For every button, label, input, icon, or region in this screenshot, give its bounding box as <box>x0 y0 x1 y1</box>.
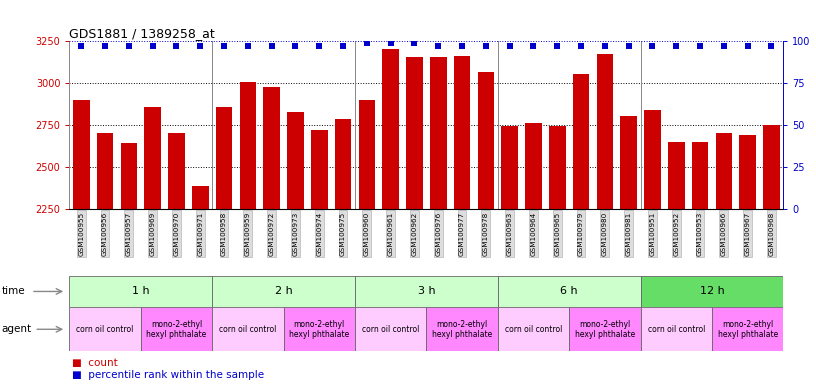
Bar <box>739 135 756 209</box>
Bar <box>69 276 212 307</box>
Bar <box>97 133 113 209</box>
Point <box>122 43 135 50</box>
Bar <box>168 133 184 209</box>
Bar <box>763 125 780 209</box>
Bar <box>692 142 708 209</box>
Text: ■  count: ■ count <box>72 358 118 368</box>
Bar <box>311 130 327 209</box>
Bar <box>406 57 423 209</box>
Bar <box>454 56 470 209</box>
Text: agent: agent <box>2 324 32 334</box>
Bar <box>430 57 446 209</box>
Point <box>313 43 326 50</box>
Bar <box>192 186 209 209</box>
Text: GDS1881 / 1389258_at: GDS1881 / 1389258_at <box>69 27 215 40</box>
Bar <box>383 49 399 209</box>
Point <box>193 43 206 50</box>
Text: mono-2-ethyl
hexyl phthalate: mono-2-ethyl hexyl phthalate <box>289 319 349 339</box>
Text: mono-2-ethyl
hexyl phthalate: mono-2-ethyl hexyl phthalate <box>574 319 635 339</box>
Point <box>670 43 683 50</box>
Bar <box>73 100 90 209</box>
Point <box>384 40 397 46</box>
Bar <box>121 143 137 209</box>
Bar <box>240 83 256 209</box>
Point <box>765 43 778 50</box>
Bar <box>215 107 233 209</box>
Text: 3 h: 3 h <box>418 286 435 296</box>
Bar <box>498 276 641 307</box>
Bar <box>212 276 355 307</box>
Text: corn oil control: corn oil control <box>648 325 705 334</box>
Text: mono-2-ethyl
hexyl phthalate: mono-2-ethyl hexyl phthalate <box>717 319 778 339</box>
Point <box>336 43 349 50</box>
Text: corn oil control: corn oil control <box>220 325 277 334</box>
Point <box>741 43 754 50</box>
Point <box>265 43 278 50</box>
Text: 2 h: 2 h <box>275 286 292 296</box>
Point <box>146 43 159 50</box>
Point <box>218 43 231 50</box>
Point <box>717 43 730 50</box>
Point <box>646 43 659 50</box>
Point <box>479 43 492 50</box>
Text: 1 h: 1 h <box>132 286 149 296</box>
Point <box>170 43 183 50</box>
Bar <box>264 88 280 209</box>
Point <box>99 43 112 50</box>
Bar <box>212 307 284 351</box>
Bar <box>355 276 498 307</box>
Text: corn oil control: corn oil control <box>505 325 562 334</box>
Bar <box>287 112 304 209</box>
Bar <box>69 307 140 351</box>
Bar <box>358 100 375 209</box>
Point <box>622 43 635 50</box>
Bar <box>144 107 161 209</box>
Bar <box>426 307 498 351</box>
Point <box>551 43 564 50</box>
Point <box>598 43 611 50</box>
Bar <box>668 142 685 209</box>
Bar <box>716 133 732 209</box>
Point <box>455 43 468 50</box>
Bar <box>569 307 641 351</box>
Bar <box>526 123 542 209</box>
Text: corn oil control: corn oil control <box>362 325 419 334</box>
Bar <box>501 126 518 209</box>
Bar <box>549 126 565 209</box>
Bar <box>140 307 212 351</box>
Bar <box>596 54 613 209</box>
Bar <box>498 307 570 351</box>
Bar <box>641 276 783 307</box>
Bar <box>641 307 712 351</box>
Text: mono-2-ethyl
hexyl phthalate: mono-2-ethyl hexyl phthalate <box>432 319 492 339</box>
Text: 12 h: 12 h <box>699 286 725 296</box>
Point <box>432 43 445 50</box>
Point <box>574 43 588 50</box>
Text: 6 h: 6 h <box>561 286 578 296</box>
Point <box>75 43 88 50</box>
Point <box>503 43 517 50</box>
Bar <box>573 74 589 209</box>
Bar <box>644 110 661 209</box>
Bar <box>355 307 426 351</box>
Point <box>527 43 540 50</box>
Text: corn oil control: corn oil control <box>77 325 134 334</box>
Text: time: time <box>2 286 25 296</box>
Text: mono-2-ethyl
hexyl phthalate: mono-2-ethyl hexyl phthalate <box>146 319 206 339</box>
Point <box>694 43 707 50</box>
Point <box>289 43 302 50</box>
Bar <box>335 119 352 209</box>
Bar <box>477 72 494 209</box>
Point <box>361 40 374 46</box>
Bar <box>712 307 783 351</box>
Bar <box>284 307 355 351</box>
Point <box>242 43 255 50</box>
Bar <box>620 116 637 209</box>
Text: ■  percentile rank within the sample: ■ percentile rank within the sample <box>72 370 264 380</box>
Point <box>408 40 421 46</box>
